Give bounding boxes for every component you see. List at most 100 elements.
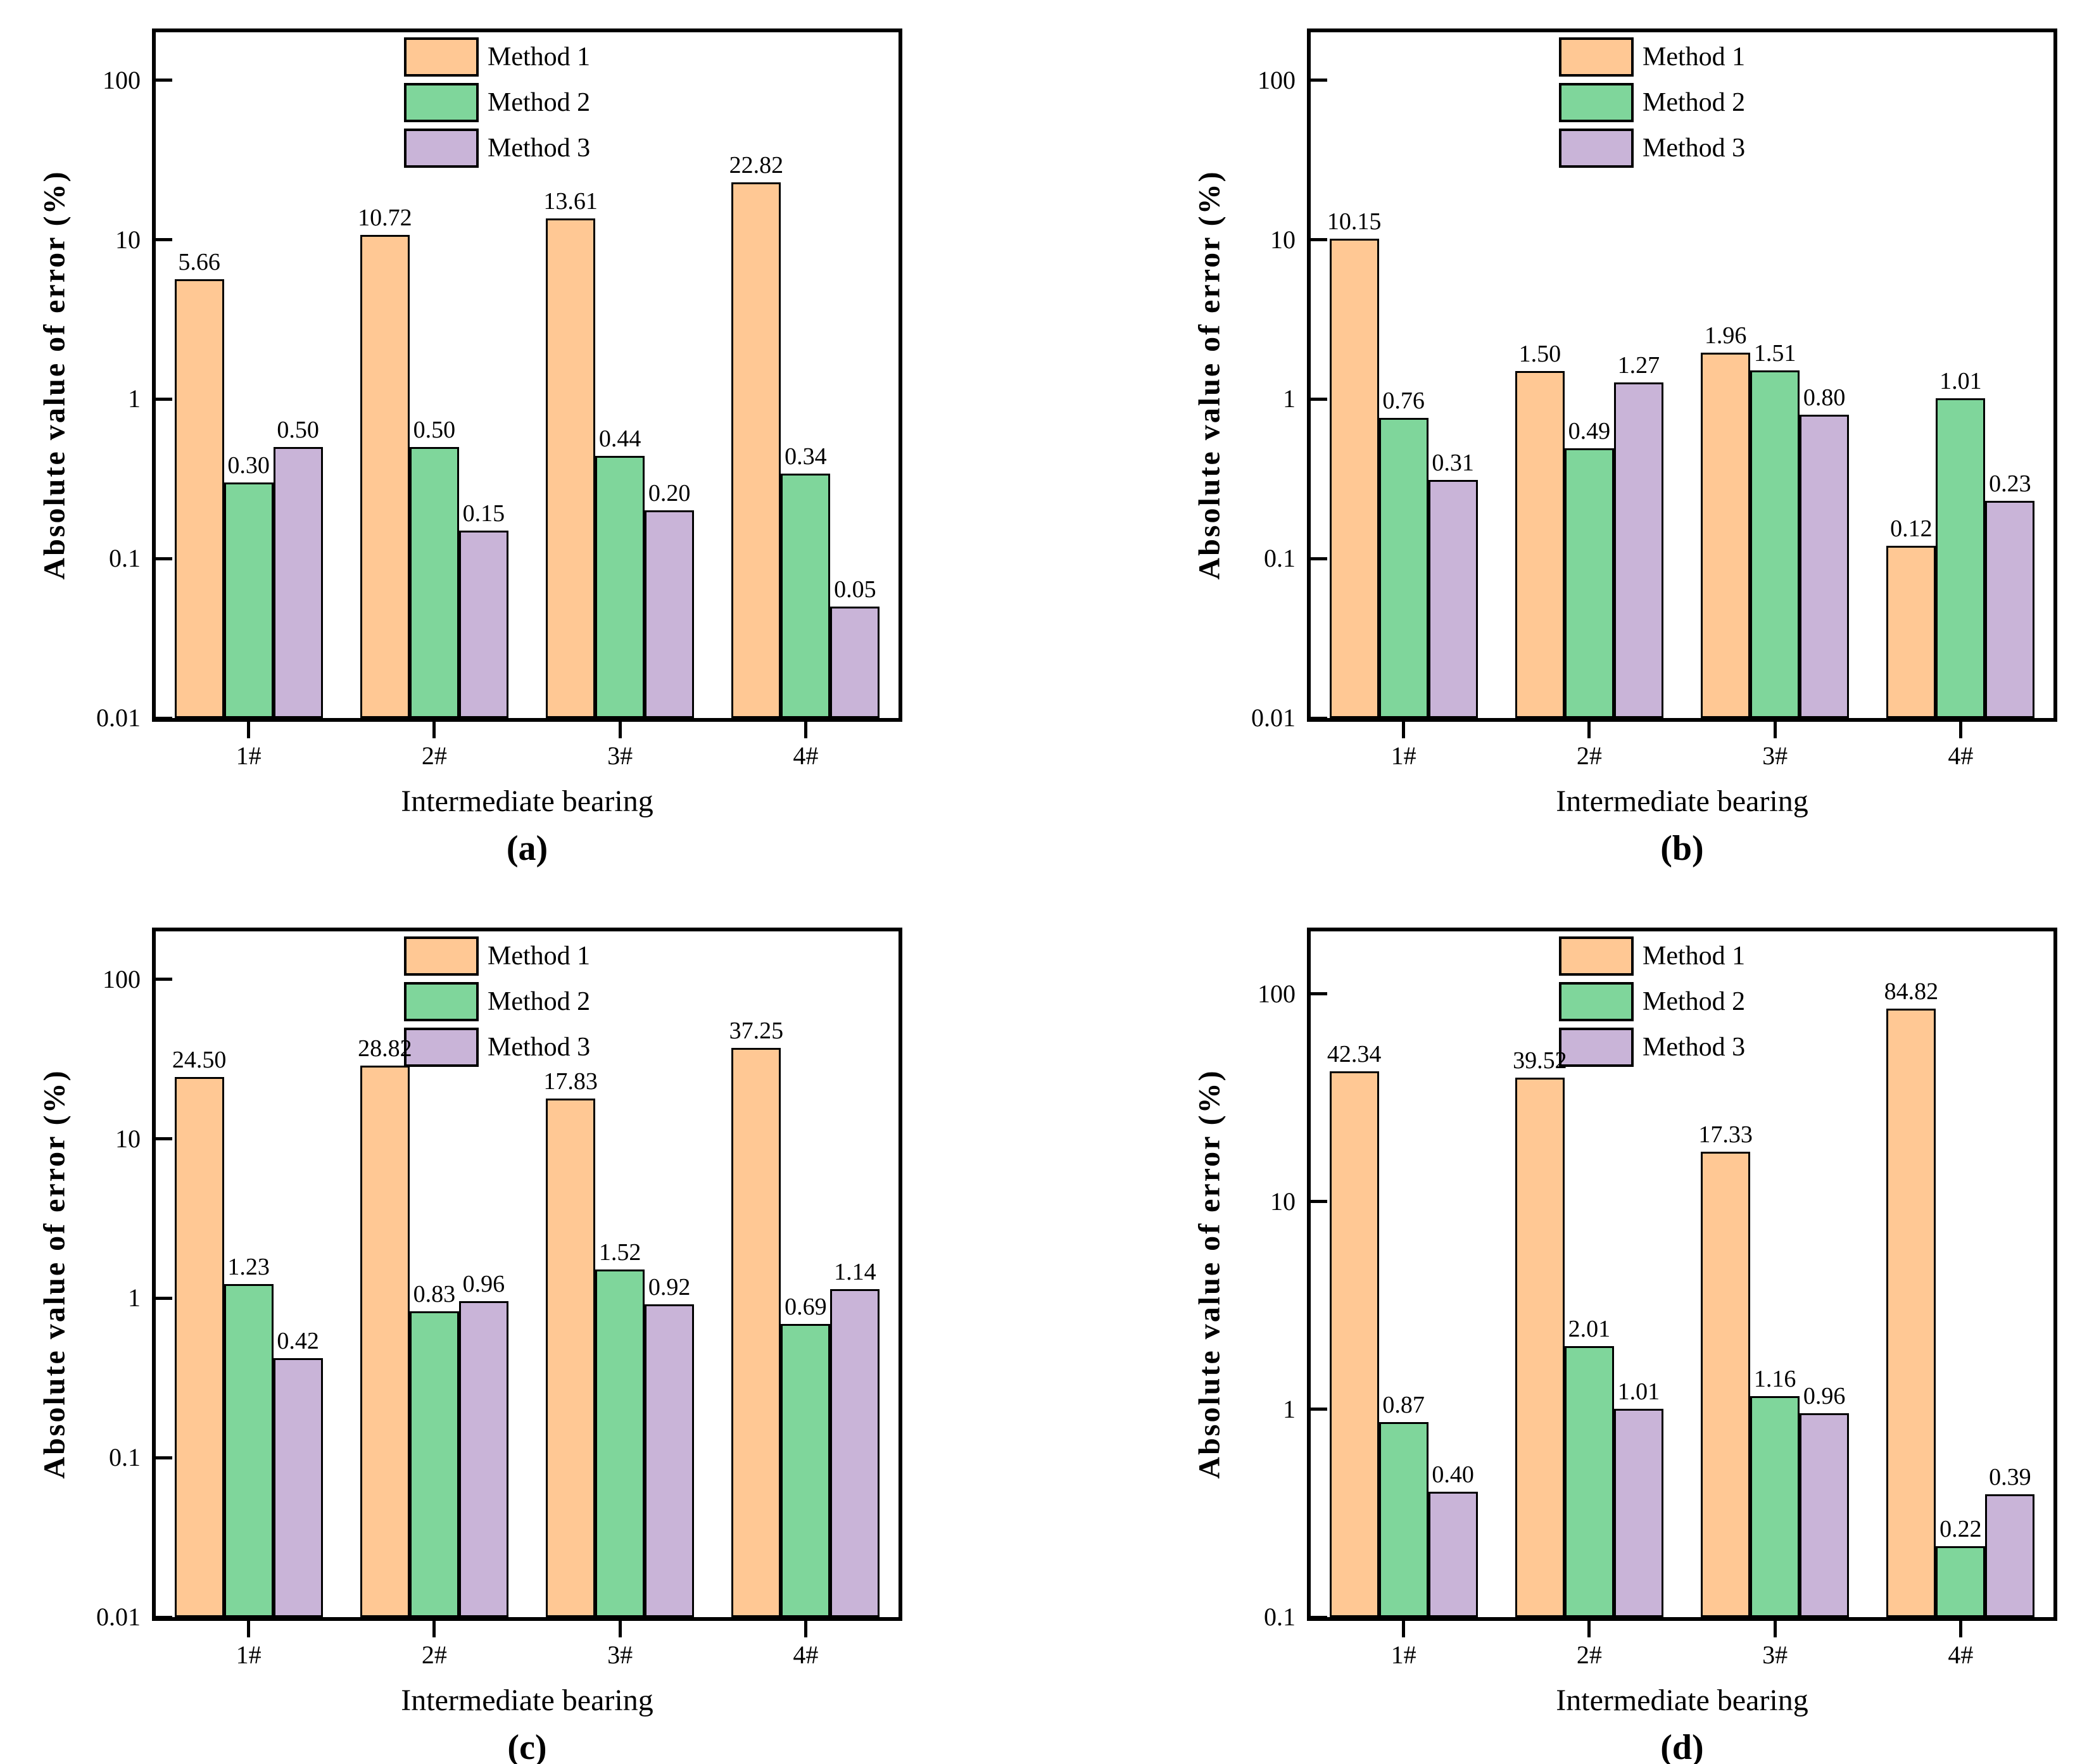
bar-value-label: 0.12 bbox=[1890, 515, 1933, 543]
legend-item: Method 1 bbox=[404, 37, 590, 77]
y-tick-label: 0.01 bbox=[96, 703, 141, 732]
legend-swatch-method1 bbox=[1559, 936, 1634, 976]
bar-value-label: 5.66 bbox=[178, 248, 220, 275]
y-tick-label: 100 bbox=[1258, 979, 1296, 1008]
legend-swatch-method3 bbox=[1559, 129, 1634, 168]
y-tick-label: 0.01 bbox=[1251, 703, 1296, 732]
y-tick-label: 100 bbox=[1258, 65, 1296, 94]
bar-d-4#-method2 bbox=[1936, 1546, 1986, 1617]
bar-value-label: 1.27 bbox=[1617, 352, 1660, 379]
bar-value-label: 0.80 bbox=[1803, 384, 1846, 411]
legend-item: Method 1 bbox=[404, 936, 590, 976]
legend-swatch-method3 bbox=[404, 129, 479, 168]
y-tick-label: 1 bbox=[1283, 1394, 1296, 1423]
bar-value-label: 0.40 bbox=[1432, 1461, 1474, 1489]
x-axis-title: Intermediate bearing bbox=[1556, 1684, 1808, 1717]
bar-value-label: 0.44 bbox=[598, 425, 641, 453]
bar-value-label: 17.33 bbox=[1698, 1121, 1753, 1149]
x-tick-label: 4# bbox=[1948, 1641, 1974, 1669]
y-tick-mark bbox=[156, 79, 172, 82]
bar-value-label: 0.31 bbox=[1432, 450, 1474, 477]
legend: Method 1 Method 2 Method 3 bbox=[1559, 936, 1745, 1073]
bar-c-3#-method3 bbox=[645, 1304, 695, 1617]
legend-label: Method 1 bbox=[488, 942, 591, 971]
legend-label: Method 3 bbox=[1643, 134, 1746, 163]
plot-area: Method 1 Method 2 Method 3 bbox=[1307, 928, 2057, 1621]
bar-c-2#-method3 bbox=[458, 1301, 508, 1617]
x-tick-mark bbox=[432, 1621, 436, 1637]
x-tick-mark bbox=[804, 1621, 807, 1637]
x-axis-title: Intermediate bearing bbox=[1556, 784, 1808, 818]
y-tick-mark bbox=[1311, 79, 1327, 82]
y-tick-label: 0.01 bbox=[96, 1603, 141, 1631]
bar-b-4#-method1 bbox=[1886, 546, 1936, 718]
x-tick-label: 3# bbox=[607, 1641, 633, 1669]
y-tick-mark bbox=[156, 1296, 172, 1300]
bar-c-2#-method2 bbox=[409, 1311, 459, 1617]
bar-value-label: 0.05 bbox=[834, 576, 876, 603]
plot-area: Method 1 Method 2 Method 3 bbox=[152, 928, 902, 1621]
legend-label: Method 2 bbox=[488, 88, 591, 117]
legend-item: Method 3 bbox=[404, 129, 590, 168]
bar-a-4#-method1 bbox=[731, 182, 781, 718]
bar-c-1#-method3 bbox=[273, 1358, 323, 1617]
x-tick-mark bbox=[247, 1621, 251, 1637]
chart-b: Absolute value of error (%) Method 1 Met… bbox=[1155, 0, 2075, 868]
x-tick-mark bbox=[1587, 722, 1591, 738]
x-tick-mark bbox=[804, 722, 807, 738]
bar-value-label: 0.49 bbox=[1568, 418, 1611, 445]
x-tick-mark bbox=[618, 722, 622, 738]
x-axis-title: Intermediate bearing bbox=[401, 784, 653, 818]
x-tick-label: 1# bbox=[236, 1641, 262, 1669]
bar-value-label: 0.30 bbox=[227, 452, 270, 479]
legend-swatch-method2 bbox=[1559, 83, 1634, 122]
y-tick-label: 1 bbox=[128, 1283, 141, 1313]
legend: Method 1 Method 2 Method 3 bbox=[404, 936, 590, 1073]
legend-label: Method 2 bbox=[488, 987, 591, 1016]
bar-a-1#-method3 bbox=[273, 447, 323, 718]
bar-d-3#-method2 bbox=[1750, 1395, 1800, 1617]
bar-value-label: 0.87 bbox=[1382, 1391, 1425, 1418]
bar-d-2#-method1 bbox=[1515, 1078, 1565, 1617]
y-tick-label: 0.1 bbox=[109, 1443, 141, 1472]
plot-area: Method 1 Method 2 Method 3 bbox=[152, 28, 902, 722]
x-tick-label: 3# bbox=[1762, 741, 1788, 770]
subplot-caption: (b) bbox=[1660, 829, 1704, 868]
bar-value-label: 24.50 bbox=[172, 1046, 227, 1073]
bar-value-label: 0.92 bbox=[648, 1273, 691, 1301]
y-tick-label: 10 bbox=[115, 1124, 141, 1153]
bar-value-label: 0.15 bbox=[462, 500, 505, 527]
bar-value-label: 0.22 bbox=[1939, 1515, 1982, 1542]
x-tick-label: 2# bbox=[1576, 741, 1602, 770]
bar-value-label: 1.23 bbox=[227, 1253, 270, 1280]
x-tick-label: 3# bbox=[607, 741, 633, 770]
x-tick-mark bbox=[1773, 722, 1777, 738]
subplot-caption: (d) bbox=[1660, 1728, 1704, 1764]
x-tick-mark bbox=[1587, 1621, 1591, 1637]
y-tick-label: 0.1 bbox=[109, 544, 141, 573]
bar-d-3#-method1 bbox=[1701, 1152, 1751, 1617]
y-tick-label: 100 bbox=[103, 65, 141, 94]
bar-a-3#-method2 bbox=[595, 456, 645, 718]
x-tick-mark bbox=[432, 722, 436, 738]
bar-value-label: 0.42 bbox=[277, 1328, 319, 1355]
bar-value-label: 0.96 bbox=[462, 1270, 505, 1297]
legend-item: Method 3 bbox=[404, 1028, 590, 1067]
legend-label: Method 3 bbox=[1643, 1033, 1746, 1062]
y-tick-label: 100 bbox=[103, 964, 141, 993]
bar-d-1#-method2 bbox=[1378, 1421, 1429, 1617]
bar-d-1#-method3 bbox=[1428, 1492, 1478, 1617]
bar-a-1#-method2 bbox=[224, 482, 274, 718]
y-tick-mark bbox=[1311, 557, 1327, 560]
x-tick-label: 3# bbox=[1762, 1641, 1788, 1669]
y-tick-mark bbox=[156, 238, 172, 242]
bar-a-2#-method2 bbox=[409, 447, 459, 718]
chart-d: Absolute value of error (%) Method 1 Met… bbox=[1155, 899, 2075, 1764]
bar-value-label: 0.83 bbox=[413, 1280, 456, 1307]
bar-value-label: 39.52 bbox=[1513, 1047, 1567, 1074]
bar-a-2#-method3 bbox=[458, 530, 508, 718]
bar-value-label: 0.23 bbox=[1989, 470, 2031, 498]
bar-value-label: 1.01 bbox=[1617, 1378, 1660, 1405]
bar-value-label: 10.15 bbox=[1327, 208, 1382, 235]
